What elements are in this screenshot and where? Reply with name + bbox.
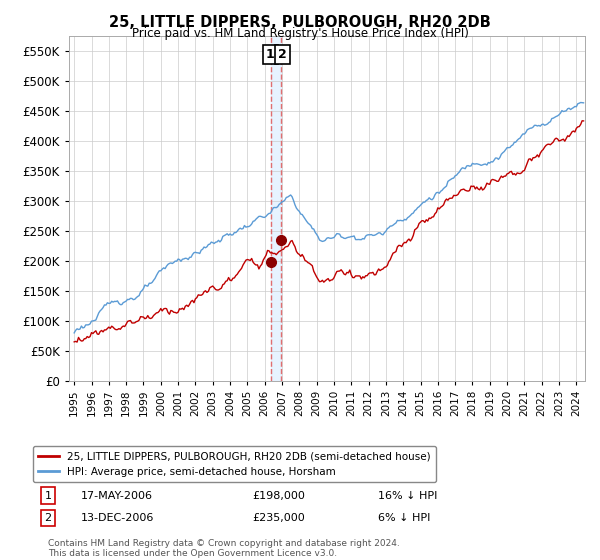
Bar <box>271 36 281 381</box>
Text: £235,000: £235,000 <box>252 513 305 523</box>
Text: 2: 2 <box>44 513 52 523</box>
Text: 2: 2 <box>278 48 286 61</box>
Text: 6% ↓ HPI: 6% ↓ HPI <box>378 513 430 523</box>
Text: 25, LITTLE DIPPERS, PULBOROUGH, RH20 2DB: 25, LITTLE DIPPERS, PULBOROUGH, RH20 2DB <box>109 15 491 30</box>
Text: 16% ↓ HPI: 16% ↓ HPI <box>378 491 437 501</box>
Text: 13-DEC-2006: 13-DEC-2006 <box>81 513 154 523</box>
Text: 1: 1 <box>44 491 52 501</box>
Text: Price paid vs. HM Land Registry's House Price Index (HPI): Price paid vs. HM Land Registry's House … <box>131 27 469 40</box>
Text: Contains HM Land Registry data © Crown copyright and database right 2024.
This d: Contains HM Land Registry data © Crown c… <box>48 539 400 558</box>
Legend: 25, LITTLE DIPPERS, PULBOROUGH, RH20 2DB (semi-detached house), HPI: Average pri: 25, LITTLE DIPPERS, PULBOROUGH, RH20 2DB… <box>33 446 436 482</box>
Text: 1: 1 <box>266 48 275 61</box>
Text: 17-MAY-2006: 17-MAY-2006 <box>81 491 153 501</box>
Text: £198,000: £198,000 <box>252 491 305 501</box>
